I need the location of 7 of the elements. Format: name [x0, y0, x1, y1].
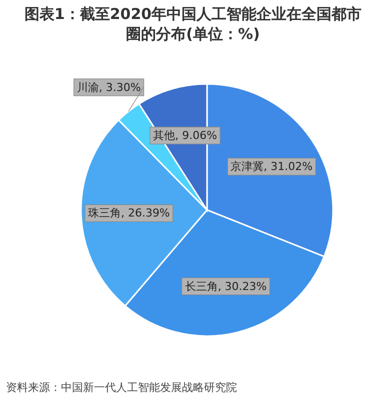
slice-label: 川渝, 3.30% — [76, 80, 141, 94]
slice-label: 其他, 9.06% — [153, 129, 218, 142]
slice-label: 珠三角, 26.39% — [88, 206, 170, 220]
slice-label: 长三角, 30.23% — [184, 280, 267, 293]
chart-title: 图表1：截至2020年中国人工智能企业在全国都市圈的分布(单位：%) — [23, 4, 363, 44]
text: 资料来源：中国新一代人工智能发展战略研究院 — [6, 380, 237, 395]
slice-label: 京津冀, 31.02% — [230, 160, 313, 174]
